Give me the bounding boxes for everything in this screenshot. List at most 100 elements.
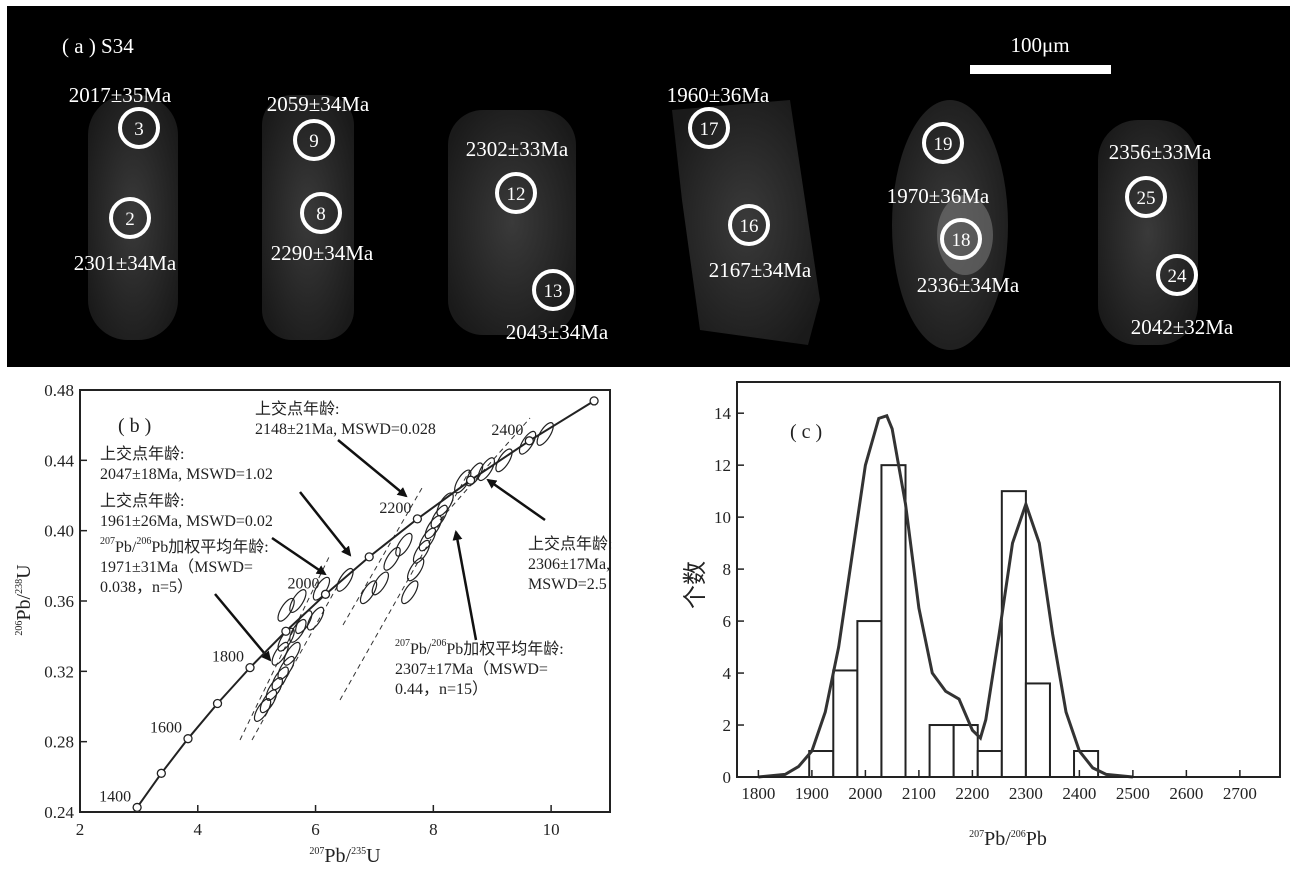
text-segment: 上交点年龄: [100, 445, 184, 463]
discordia-line [252, 585, 338, 740]
x-tick-label: 6 [311, 820, 320, 839]
text-segment: 1961±26Ma, MSWD=0.02 [100, 513, 273, 530]
x-tick-label: 2300 [1009, 784, 1043, 803]
concordia-age-point [157, 769, 165, 777]
text-segment: 上交点年龄: [255, 400, 339, 418]
annotation-line: 2307±17Ma（MSWD= [395, 660, 548, 678]
spot-number: 12 [507, 184, 526, 205]
page: Zircon figure html, body { margin: 0; pa… [0, 0, 1297, 869]
concordia-age-label: 1600 [150, 720, 182, 737]
text-segment: Pb加权平均年龄: [151, 538, 268, 556]
concordia-age-point [525, 437, 533, 445]
concordia-age-point [365, 553, 373, 561]
spot-age: 1960±36Ma [667, 83, 770, 107]
text-segment: Pb/ [410, 641, 432, 658]
y-tick-label: 0.40 [44, 522, 74, 541]
spot-number: 19 [934, 134, 953, 155]
concordia-age-label: 2200 [379, 500, 411, 517]
x-tick-label: 2100 [902, 784, 936, 803]
y-tick-label: 6 [723, 612, 732, 631]
figure: ( a ) S34 100μm 32017±35Ma22301±34Ma9205… [0, 0, 1297, 869]
spot-age: 2043±34Ma [506, 320, 609, 344]
x-axis-label: 207Pb/235U [309, 845, 381, 867]
annotation-line: MSWD=2.5 [528, 576, 607, 593]
x-tick-label: 2700 [1223, 784, 1257, 803]
spot-number: 25 [1137, 188, 1156, 209]
annotation-line: 0.44，n=15） [395, 680, 488, 698]
error-ellipse [416, 526, 438, 553]
panel-label: ( c ) [790, 421, 822, 443]
spot-number: 3 [134, 119, 144, 140]
superscript: 235 [351, 846, 366, 857]
text-segment: 2148±21Ma, MSWD=0.028 [255, 421, 436, 438]
superscript: 207 [309, 846, 324, 857]
text-segment: 0.44，n=15） [395, 680, 488, 698]
concordia-age-label: 2400 [491, 422, 523, 439]
y-tick-label: 0 [723, 768, 732, 787]
x-tick-label: 4 [194, 820, 203, 839]
x-tick-label: 2200 [955, 784, 989, 803]
concordia-age-point [322, 590, 330, 598]
y-tick-label: 0.24 [44, 803, 74, 822]
annotation-line: 207Pb/206Pb加权平均年龄: [395, 638, 564, 658]
y-axis-label: 个数 [682, 561, 709, 609]
x-tick-label: 2000 [848, 784, 882, 803]
annotation-line: 2148±21Ma, MSWD=0.028 [255, 421, 436, 438]
superscript: 206 [431, 638, 446, 649]
text-segment: Pb/ [324, 845, 351, 867]
error-ellipse [399, 579, 421, 606]
y-tick-label: 2 [723, 716, 732, 735]
superscript: 207 [969, 829, 984, 840]
y-tick-label: 0.36 [44, 592, 74, 611]
histogram-bar [857, 621, 881, 777]
superscript: 206 [1011, 829, 1026, 840]
error-ellipse [410, 538, 432, 565]
concordia-age-label: 1400 [99, 788, 131, 805]
histogram-bar [881, 465, 905, 777]
spot-number: 16 [740, 216, 759, 237]
y-tick-label: 4 [723, 664, 732, 683]
body: { "panel_a": { "label": "( a ) S34", "sc… [0, 0, 1297, 869]
histogram-bar [930, 725, 954, 777]
x-tick-label: 8 [429, 820, 438, 839]
spot-age: 2356±33Ma [1109, 140, 1212, 164]
cl-image-panel: ( a ) S34 100μm 32017±35Ma22301±34Ma9205… [7, 6, 1290, 367]
annotation-line: 2047±18Ma, MSWD=1.02 [100, 466, 273, 483]
spot-number: 8 [316, 204, 326, 225]
x-tick-label: 2600 [1169, 784, 1203, 803]
spot-age: 2302±33Ma [466, 137, 569, 161]
spot-age: 2290±34Ma [271, 241, 374, 265]
concordia-age-label: 2000 [288, 575, 320, 592]
x-tick-label: 1900 [795, 784, 829, 803]
text-segment: Pb/ [115, 539, 137, 556]
error-ellipse [381, 545, 403, 572]
superscript: 207 [395, 638, 410, 649]
y-tick-label: 10 [714, 508, 731, 527]
spot-age: 2336±34Ma [917, 273, 1020, 297]
annotation-line: 207Pb/206Pb加权平均年龄: [100, 536, 269, 556]
spot-age: 2301±34Ma [74, 251, 177, 275]
spot-age: 2017±35Ma [69, 83, 172, 107]
text-segment: MSWD=2.5 [528, 576, 607, 593]
concordia-age-point [246, 664, 254, 672]
superscript: 238 [14, 579, 25, 594]
annotation-line: 2306±17Ma, [528, 556, 610, 573]
y-tick-label: 0.48 [44, 381, 74, 400]
arrow [300, 492, 350, 555]
arrow [338, 440, 406, 496]
density-curve [758, 416, 1132, 777]
error-ellipse [275, 596, 297, 623]
spot-age: 2042±32Ma [1131, 315, 1234, 339]
error-ellipse [534, 420, 556, 447]
annotation-line: 1961±26Ma, MSWD=0.02 [100, 513, 273, 530]
x-axis-label: 207Pb/206Pb [969, 828, 1047, 850]
cl-background [7, 6, 1290, 367]
spot-age: 2167±34Ma [709, 258, 812, 282]
histogram-bar [809, 751, 833, 777]
y-tick-label: 12 [714, 456, 731, 475]
annotation-line: 0.038，n=5） [100, 578, 193, 596]
spot-number: 18 [952, 230, 971, 251]
error-ellipse [493, 447, 515, 474]
y-axis-label: 206Pb/238U [13, 564, 35, 636]
